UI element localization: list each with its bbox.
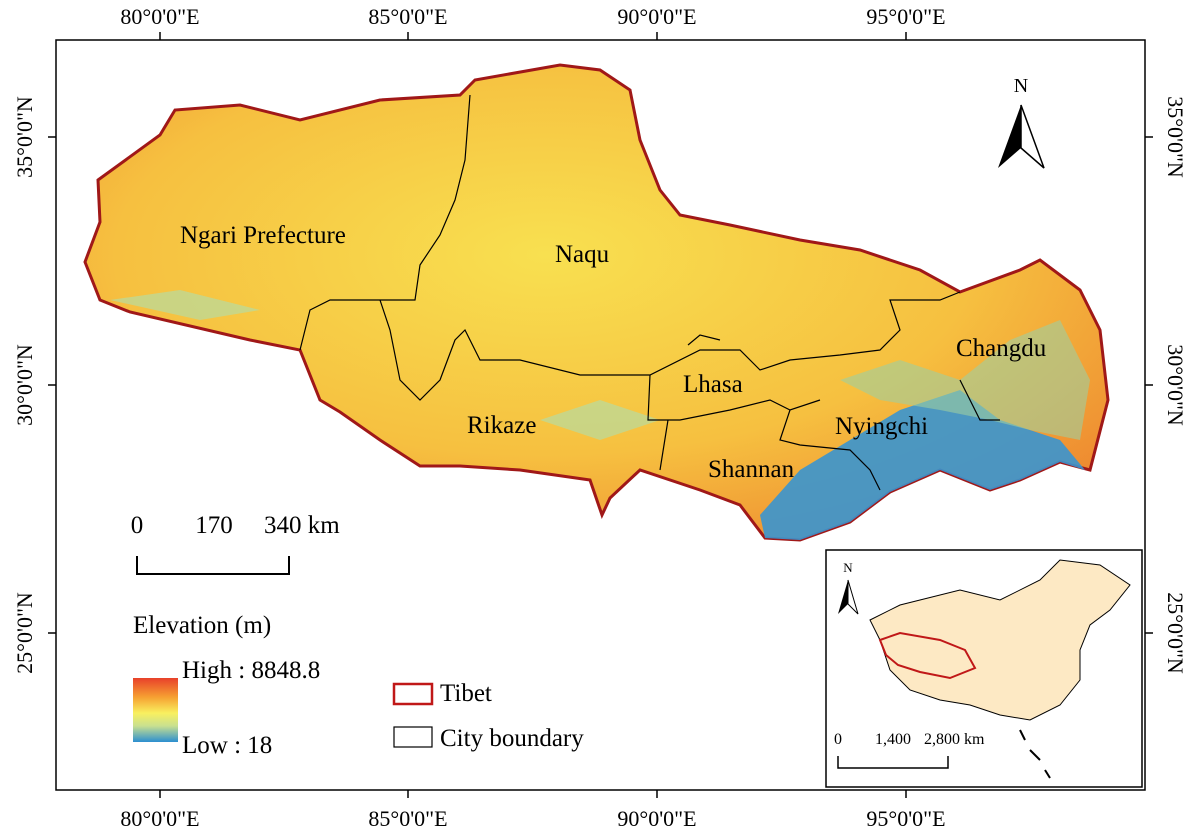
longitude-label: 95°0'0"E <box>866 4 945 29</box>
inset-north-arrow <box>838 580 848 614</box>
longitude-label: 90°0'0"E <box>617 806 696 831</box>
legend-tibet: Tibet <box>440 680 492 707</box>
scale-label: 340 km <box>264 512 340 539</box>
legend-high: High : 8848.8 <box>182 657 320 684</box>
region-label: Nyingchi <box>835 413 928 440</box>
inset-islands <box>1019 729 1051 779</box>
longitude-label: 80°0'0"E <box>120 4 199 29</box>
latitude-label: 25°0'0"N <box>12 592 37 674</box>
legend-title: Elevation (m) <box>133 612 271 639</box>
scale-label: 170 <box>195 512 233 539</box>
longitude-label: 95°0'0"E <box>866 806 945 831</box>
inset-scale-label: 1,400 <box>875 731 911 748</box>
valley-area <box>110 290 660 440</box>
longitude-label: 90°0'0"E <box>617 4 696 29</box>
region-label: Shannan <box>708 456 795 483</box>
north-arrow <box>1020 104 1045 169</box>
longitude-label: 80°0'0"E <box>120 806 199 831</box>
inset-north-arrow <box>847 579 859 615</box>
longitude-label: 85°0'0"E <box>368 4 447 29</box>
inset-tibet <box>878 631 977 680</box>
legend-low: Low : 18 <box>182 732 272 759</box>
scale-label: 0 <box>131 512 144 539</box>
north-arrow <box>998 105 1021 168</box>
valley-area <box>840 320 1090 440</box>
inset-scale-label: 2,800 km <box>924 731 985 748</box>
scale-bar <box>136 556 290 575</box>
inset-scale-label: 0 <box>834 731 842 748</box>
legend-city-swatch <box>393 726 433 748</box>
inset-north-label: N <box>843 560 853 575</box>
elevation-ramp <box>133 678 178 742</box>
city-boundary <box>299 94 1000 491</box>
latitude-label: 30°0'0"N <box>12 344 37 426</box>
longitude-label: 85°0'0"E <box>368 806 447 831</box>
latitude-label: 30°0'0"N <box>1163 344 1188 426</box>
latitude-label: 35°0'0"N <box>12 96 37 178</box>
latitude-label: 25°0'0"N <box>1163 592 1188 674</box>
region-label: Rikaze <box>467 412 536 439</box>
latitude-label: 35°0'0"N <box>1163 96 1188 178</box>
inset-china <box>869 559 1131 721</box>
legend-tibet-swatch <box>392 682 434 706</box>
region-label: Naqu <box>555 241 610 268</box>
region-label: Ngari Prefecture <box>180 222 346 249</box>
inset-scale-bar <box>837 756 949 769</box>
legend-city: City boundary <box>440 725 584 752</box>
region-label: Changdu <box>956 335 1047 362</box>
low-elevation-area <box>760 390 1085 540</box>
north-label: N <box>1014 75 1028 97</box>
region-label: Lhasa <box>683 371 743 398</box>
graticule-ticks <box>48 32 1153 798</box>
